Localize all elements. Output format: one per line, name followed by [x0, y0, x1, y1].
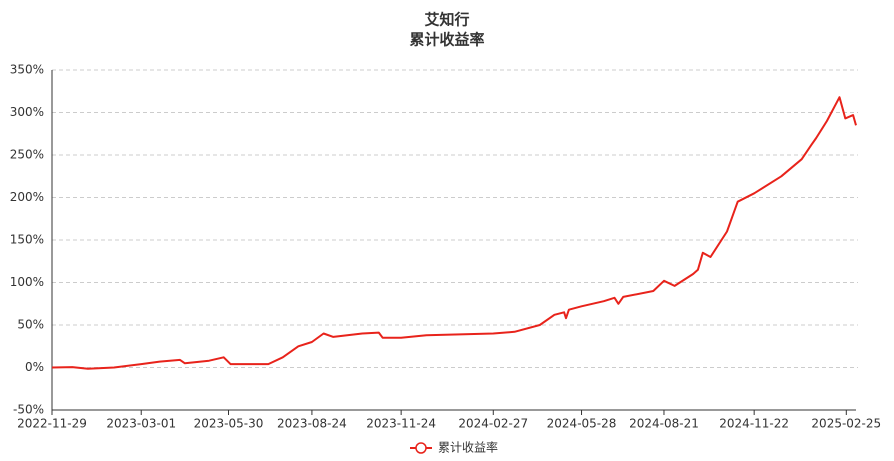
y-tick-label: 300% — [10, 105, 44, 119]
y-tick-label: 100% — [10, 275, 44, 289]
x-tick-label: 2023-11-24 — [366, 417, 436, 431]
x-tick-label: 2024-02-27 — [458, 417, 528, 431]
legend-label: 累计收益率 — [438, 440, 498, 455]
chart-title: 艾知行 — [424, 11, 469, 29]
y-tick-label: 200% — [10, 190, 44, 204]
y-tick-label: 150% — [10, 233, 44, 247]
x-tick-label: 2024-11-22 — [719, 417, 789, 431]
y-tick-label: 250% — [10, 148, 44, 162]
y-tick-label: -50% — [13, 403, 44, 417]
x-tick-label: 2023-05-30 — [194, 417, 264, 431]
legend-marker — [415, 442, 427, 454]
x-tick-label: 2024-08-21 — [629, 417, 699, 431]
series-line — [51, 96, 857, 370]
x-tick-label: 2024-05-28 — [547, 417, 617, 431]
x-tick-label: 2022-11-29 — [17, 417, 87, 431]
y-tick-label: 350% — [10, 63, 44, 77]
x-tick-label: 2023-03-01 — [106, 417, 176, 431]
x-tick-label: 2023-08-24 — [277, 417, 347, 431]
y-tick-label: 50% — [17, 318, 44, 332]
y-tick-label: 0% — [25, 360, 44, 374]
x-tick-label: 2025-02-25 — [811, 417, 881, 431]
chart-subtitle: 累计收益率 — [409, 31, 484, 49]
